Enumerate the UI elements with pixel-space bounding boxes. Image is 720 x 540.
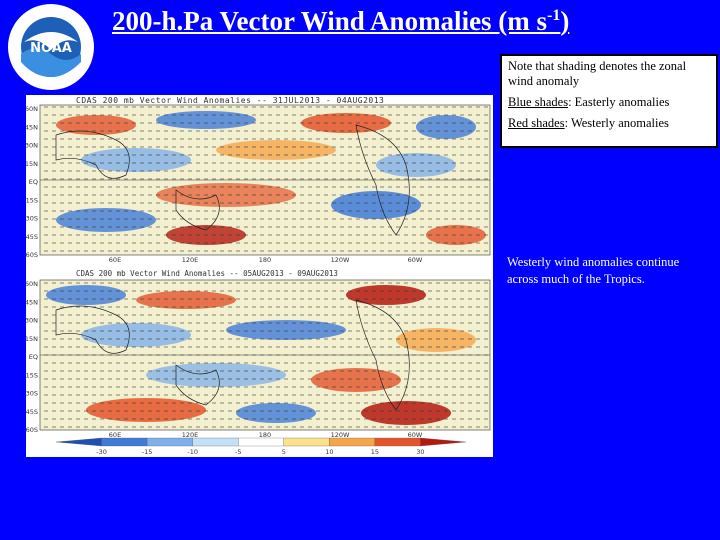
colorbar-swatch: [238, 437, 284, 447]
lat-label: 30N: [26, 142, 38, 150]
colorbar-label: -15: [142, 448, 153, 456]
noaa-logo: NOAA: [6, 2, 96, 92]
title-main: 200-h.Pa Vector Wind Anomalies (m s: [112, 6, 548, 36]
lat-label: 45N: [26, 298, 38, 306]
lat-label: EQ: [29, 178, 38, 186]
wind-anomaly-figure: CDAS 200 mb Vector Wind Anomalies -- 31J…: [25, 95, 493, 457]
lat-label: 15N: [26, 160, 38, 168]
lon-label: 120E: [182, 431, 199, 439]
colorbar-label: -5: [235, 448, 241, 456]
lat-label: 15S: [26, 371, 38, 379]
lat-label: 45S: [26, 233, 38, 241]
map-panel-1: CDAS 200 mb Vector Wind Anomalies -- 31J…: [39, 96, 491, 256]
lon-label: 60E: [109, 431, 121, 439]
colorbar-label: 15: [371, 448, 379, 456]
map-panel-2: CDAS 200 mb Vector Wind Anomalies -- 05A…: [39, 269, 491, 431]
lat-label: 60S: [26, 251, 38, 259]
colorbar-label: -30: [96, 448, 107, 456]
comment-text: Westerly wind anomalies continue across …: [507, 255, 680, 286]
lat-label: 45S: [26, 408, 38, 416]
panel-2-title: CDAS 200 mb Vector Wind Anomalies -- 05A…: [76, 269, 338, 278]
lat-label: 15S: [26, 196, 38, 204]
red-shades-text: : Westerly anomalies: [564, 116, 669, 130]
panel-2-lon-labels: 60E 120E 180 120W 60W: [109, 431, 423, 439]
lon-label: 180: [259, 431, 271, 439]
page-title: 200-h.Pa Vector Wind Anomalies (m s-1): [112, 6, 672, 37]
note-line: Note that shading denotes the zonal wind…: [508, 59, 687, 88]
lat-label: 60S: [26, 426, 38, 434]
panel-1-title: CDAS 200 mb Vector Wind Anomalies -- 31J…: [76, 96, 384, 105]
note-red: Red shades: Westerly anomalies: [508, 116, 710, 131]
note-box: Note that shading denotes the zonal wind…: [500, 54, 718, 148]
title-close: ): [560, 6, 570, 36]
lat-label: 45N: [26, 123, 38, 131]
colorbar-swatch: [55, 437, 102, 447]
lon-label: 180: [259, 256, 271, 264]
lat-label: EQ: [29, 353, 38, 361]
lat-label: 30S: [26, 390, 38, 398]
wind-anomaly-maps: CDAS 200 mb Vector Wind Anomalies -- 31J…: [25, 96, 491, 456]
lon-label: 120W: [331, 256, 350, 264]
lon-label: 60W: [408, 431, 423, 439]
colorbar-swatch: [420, 437, 467, 447]
lat-label: 15N: [26, 335, 38, 343]
colorbar: -30 -15 -10 -5 5 10 15 30: [55, 437, 467, 456]
lat-label: 60N: [26, 280, 38, 288]
colorbar-label: 30: [416, 448, 424, 456]
panel-2-lat-labels: 60N 45N 30N 15N EQ 15S 30S 45S 60S: [25, 280, 38, 434]
colorbar-swatch: [374, 437, 421, 447]
colorbar-swatch: [146, 437, 193, 447]
note-blue: Blue shades: Easterly anomalies: [508, 95, 710, 110]
title-superscript: -1: [547, 7, 561, 24]
lon-label: 120W: [331, 431, 350, 439]
lon-label: 60W: [408, 256, 423, 264]
colorbar-label: 5: [282, 448, 286, 456]
panel-1-lon-labels: 60E 120E 180 120W 60W: [109, 256, 423, 264]
lon-label: 120E: [182, 256, 199, 264]
colorbar-label: 10: [325, 448, 333, 456]
logo-text: NOAA: [30, 41, 72, 56]
lat-label: 30S: [26, 215, 38, 223]
panel-1-lat-labels: 60N 45N 30N 15N EQ 15S 30S 45S 60S: [25, 105, 38, 259]
colorbar-swatch: [192, 437, 239, 447]
colorbar-swatch: [329, 437, 376, 447]
red-shades-label: Red shades: [508, 116, 565, 130]
lat-label: 60N: [26, 105, 38, 113]
lat-label: 30N: [26, 317, 38, 325]
lon-label: 60E: [109, 256, 121, 264]
colorbar-swatch: [283, 437, 330, 447]
blue-shades-label: Blue shades: [508, 95, 569, 109]
colorbar-label: -10: [187, 448, 198, 456]
colorbar-swatch: [101, 437, 148, 447]
blue-shades-text: : Easterly anomalies: [568, 95, 670, 109]
